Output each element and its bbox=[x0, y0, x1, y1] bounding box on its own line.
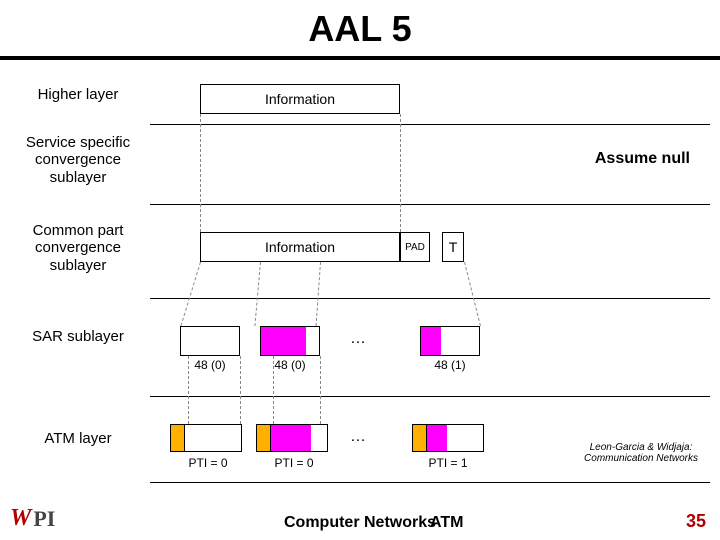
pad-text: PAD bbox=[405, 242, 425, 253]
atm-cell-2 bbox=[256, 424, 328, 452]
assume-null-text: Assume null bbox=[595, 150, 690, 168]
sar-seg-2 bbox=[260, 326, 320, 356]
label-atm: ATM layer bbox=[8, 430, 148, 447]
divider-1 bbox=[150, 124, 710, 125]
divider-2 bbox=[150, 204, 710, 205]
dash-line bbox=[273, 356, 274, 424]
logo-pi: PI bbox=[33, 506, 55, 532]
divider-5 bbox=[150, 482, 710, 483]
atm-label-1: PTI = 0 bbox=[178, 456, 238, 470]
sar-label-3: 48 (1) bbox=[425, 358, 475, 372]
label-sar: SAR sublayer bbox=[8, 328, 148, 345]
trailer-box: T bbox=[442, 232, 464, 262]
dash-line bbox=[200, 114, 201, 232]
divider-3 bbox=[150, 298, 710, 299]
sar-label-1: 48 (0) bbox=[185, 358, 235, 372]
footer-atm: ATM bbox=[430, 514, 463, 532]
sar-ellipsis: … bbox=[350, 330, 366, 348]
dash-line bbox=[316, 262, 321, 326]
logo-w: W bbox=[10, 505, 31, 532]
label-cpcs: Common part convergence sublayer bbox=[8, 222, 148, 274]
slide-title: AAL 5 bbox=[0, 0, 720, 56]
atm-label-2: PTI = 0 bbox=[264, 456, 324, 470]
dash-line bbox=[254, 262, 261, 326]
dash-line bbox=[188, 356, 189, 424]
dash-line bbox=[180, 262, 201, 326]
atm-cell-3-fill bbox=[427, 425, 447, 451]
info-box-cpcs-text: Information bbox=[265, 239, 335, 255]
title-underline bbox=[0, 56, 720, 60]
atm-label-3: PTI = 1 bbox=[418, 456, 478, 470]
dash-line bbox=[320, 356, 321, 424]
page-number: 35 bbox=[686, 511, 706, 532]
label-sscs: Service specific convergence sublayer bbox=[8, 134, 148, 186]
sar-seg-1 bbox=[180, 326, 240, 356]
info-box-cpcs: Information bbox=[200, 232, 400, 262]
trailer-text: T bbox=[449, 239, 458, 255]
sar-seg-2-fill bbox=[261, 327, 306, 355]
info-box-higher: Information bbox=[200, 84, 400, 114]
atm-cell-1 bbox=[170, 424, 242, 452]
atm-cell-3-hdr bbox=[413, 425, 427, 451]
dash-line bbox=[400, 114, 401, 232]
divider-4 bbox=[150, 396, 710, 397]
footer-center: Computer Networks bbox=[284, 514, 436, 532]
sar-seg-3-fill bbox=[421, 327, 441, 355]
atm-ellipsis: … bbox=[350, 428, 366, 446]
atm-cell-2-hdr bbox=[257, 425, 271, 451]
atm-cell-1-hdr bbox=[171, 425, 185, 451]
dash-line bbox=[240, 356, 241, 424]
atm-cell-2-fill bbox=[271, 425, 311, 451]
atm-cell-3 bbox=[412, 424, 484, 452]
info-box-higher-text: Information bbox=[265, 91, 335, 107]
credit-text: Leon-Garcia & Widjaja: Communication Net… bbox=[576, 442, 706, 464]
label-higher-layer: Higher layer bbox=[8, 86, 148, 103]
wpi-logo: WPI bbox=[10, 505, 55, 532]
dash-line bbox=[464, 262, 481, 326]
sar-seg-3 bbox=[420, 326, 480, 356]
pad-box: PAD bbox=[400, 232, 430, 262]
